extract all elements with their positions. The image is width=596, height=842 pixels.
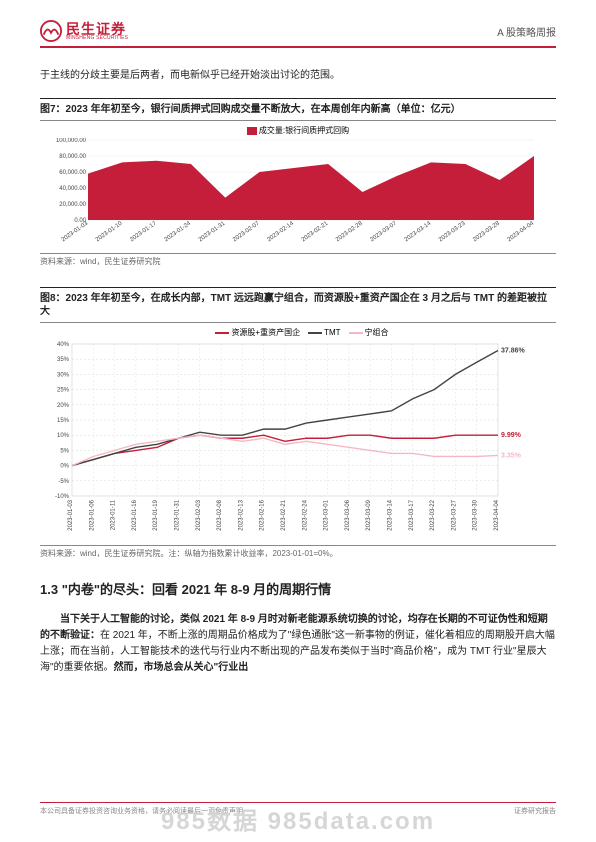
svg-text:2023-01-31: 2023-01-31 [175,499,181,530]
page-header: 民生证券 MINSHENG SECURITIES A 股策略周报 [40,20,556,48]
chart8-legend-label: 宁组合 [365,328,389,337]
chart7-source: 资料来源：wind，民生证券研究院 [40,253,556,267]
logo-text-en: MINSHENG SECURITIES [66,36,128,41]
svg-text:2023-01-10: 2023-01-10 [95,220,124,243]
svg-text:60,000.00: 60,000.00 [59,170,86,176]
section-title: 1.3 "内卷"的尽头：回看 2021 年 8-9 月的周期行情 [40,579,556,598]
report-type: A 股策略周报 [497,24,556,39]
svg-text:2023-04-04: 2023-04-04 [494,499,500,530]
svg-text:2023-03-23: 2023-03-23 [438,220,467,243]
chart7-title: 图7：2023 年年初至今，银行间质押式回购成交量不断放大，在本周创年内新高（单… [40,98,556,121]
svg-text:2023-03-07: 2023-03-07 [369,220,398,243]
chart8-legend-line [215,332,229,334]
svg-text:40,000.00: 40,000.00 [59,186,86,192]
svg-text:-5%: -5% [58,479,69,485]
svg-text:2023-01-31: 2023-01-31 [198,220,227,243]
chart7-legend-label: 成交量:银行间质押式回购 [259,126,349,135]
para-bold-tail: 然而，市场总会从关心"行业出 [114,662,249,673]
chart8-source: 资料来源：wind，民生证券研究院。注：纵轴为指数累计收益率，2023-01-0… [40,545,556,559]
svg-text:2023-03-22: 2023-03-22 [430,499,436,530]
svg-text:3.35%: 3.35% [501,452,522,459]
svg-text:25%: 25% [57,388,70,394]
section-title-text: "内卷"的尽头：回看 2021 年 8-9 月的周期行情 [62,582,331,597]
svg-text:2023-01-06: 2023-01-06 [89,499,95,530]
chart8-legend-label: TMT [324,328,340,337]
svg-text:2023-03-14: 2023-03-14 [388,499,394,530]
svg-text:2023-02-16: 2023-02-16 [260,499,266,530]
svg-text:2023-02-28: 2023-02-28 [335,220,364,243]
svg-text:2023-03-27: 2023-03-27 [451,499,457,530]
logo: 民生证券 MINSHENG SECURITIES [40,20,128,42]
chart8-legend-line [349,332,363,334]
svg-text:100,000.00: 100,000.00 [56,138,87,144]
svg-text:2023-01-17: 2023-01-17 [129,220,158,243]
svg-text:2023-01-11: 2023-01-11 [111,499,117,530]
chart8: 资源股+重资产国企 TMT 宁组合 -10% -5% 0% 5% 10% 15% 20% 25% 3… [40,323,556,545]
chart8-svg: -10% -5% 0% 5% 10% 15% 20% 25% 30% 35% 40% 2023-01-… [40,340,540,540]
svg-text:80,000.00: 80,000.00 [59,154,86,160]
svg-text:5%: 5% [60,448,69,454]
svg-text:-10%: -10% [55,494,70,500]
svg-text:15%: 15% [57,418,70,424]
chart8-title: 图8：2023 年年初至今，在成长内部，TMT 远远跑赢宁组合，而资源股+重资产… [40,287,556,323]
svg-text:2023-01-16: 2023-01-16 [132,499,138,530]
svg-text:2023-03-17: 2023-03-17 [409,499,415,530]
svg-text:10%: 10% [57,433,70,439]
chart8-legend-label: 资源股+重资产国企 [231,328,300,337]
svg-text:2023-03-30: 2023-03-30 [473,499,479,530]
body-paragraph: 当下关于人工智能的讨论，类似 2021 年 8-9 月时对新老能源系统切换的讨论… [40,612,556,676]
watermark: 985数据 985data.com [0,801,596,836]
chart7: 成交量:银行间质押式回购 0.0020,000.0040,000.0060,00… [40,121,556,253]
chart8-legend-line [308,332,322,334]
svg-text:2023-01-19: 2023-01-19 [153,499,159,530]
svg-text:2023-01-24: 2023-01-24 [163,220,192,243]
svg-text:9.99%: 9.99% [501,432,522,439]
svg-text:2023-03-01: 2023-03-01 [324,499,330,530]
svg-text:40%: 40% [57,342,70,348]
svg-text:2023-02-07: 2023-02-07 [232,220,261,243]
svg-text:30%: 30% [57,372,70,378]
svg-text:2023-02-13: 2023-02-13 [238,499,244,530]
svg-text:2023-01-03: 2023-01-03 [68,499,74,530]
section-number: 1.3 [40,582,58,597]
svg-text:2023-03-28: 2023-03-28 [472,220,501,243]
svg-text:2023-02-03: 2023-02-03 [196,499,202,530]
svg-text:0%: 0% [60,464,69,470]
svg-text:2023-03-09: 2023-03-09 [366,499,372,530]
svg-text:2023-03-06: 2023-03-06 [345,499,351,530]
chart7-legend-swatch [247,127,257,135]
chart7-legend: 成交量:银行间质押式回购 [40,121,556,138]
chart7-svg: 0.0020,000.0040,000.0060,000.0080,000.00… [40,138,540,248]
logo-icon [40,20,62,42]
svg-text:2023-02-24: 2023-02-24 [302,499,308,530]
svg-text:37.86%: 37.86% [501,348,526,355]
svg-text:20%: 20% [57,403,70,409]
svg-text:2023-04-04: 2023-04-04 [507,220,536,243]
svg-text:35%: 35% [57,357,70,363]
intro-text: 于主线的分歧主要是后两者，而电新似乎已经开始淡出讨论的范围。 [40,68,556,84]
svg-text:20,000.00: 20,000.00 [59,202,86,208]
svg-text:2023-02-21: 2023-02-21 [301,220,330,243]
chart8-legend: 资源股+重资产国企 TMT 宁组合 [40,323,556,340]
svg-text:2023-02-21: 2023-02-21 [281,499,287,530]
svg-text:2023-03-14: 2023-03-14 [404,220,433,243]
svg-text:2023-02-14: 2023-02-14 [266,220,295,243]
logo-text-cn: 民生证券 [66,22,128,36]
svg-text:2023-02-08: 2023-02-08 [217,499,223,530]
